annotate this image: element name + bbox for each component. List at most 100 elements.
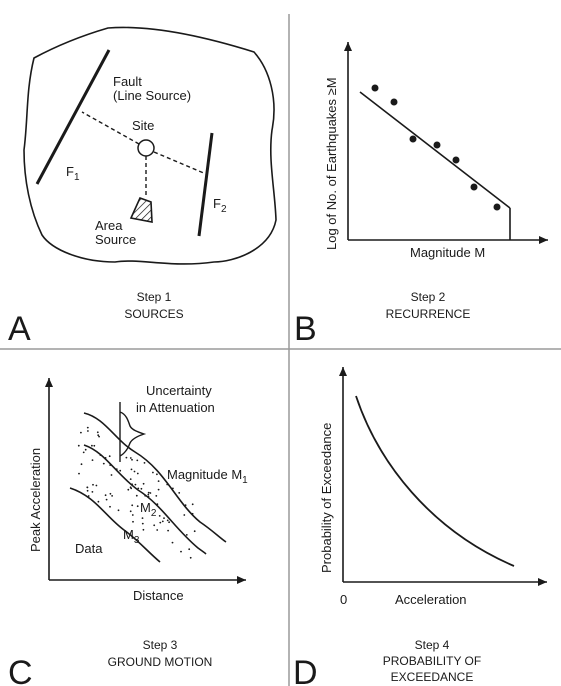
- c-scatter-dot: [86, 426, 89, 429]
- area-source-label-line2: Source: [95, 232, 136, 247]
- c-scatter-dot: [167, 529, 170, 532]
- b-data-point: [493, 203, 501, 211]
- c-scatter-dot: [185, 534, 188, 536]
- c-scatter-dot: [91, 491, 94, 493]
- c-m3-label: M3: [123, 527, 140, 546]
- panel-b-title: RECURRENCE: [386, 307, 471, 321]
- panel-d-title-line2: EXCEEDANCE: [391, 670, 474, 684]
- c-scatter-dot: [77, 444, 80, 447]
- c-scatter-dot: [147, 491, 150, 494]
- c-scatter-dot: [127, 488, 130, 491]
- c-scatter-dot: [193, 530, 196, 533]
- panel-c-ground-motion: Uncertainty in Attenuation Magnitude M1 …: [8, 378, 248, 686]
- c-scatter-dot: [183, 514, 186, 516]
- c-scatter-dot: [132, 520, 134, 523]
- panel-a-step: Step 1: [137, 290, 172, 304]
- c-scatter-dot: [110, 474, 113, 476]
- c-attenuation-curve-m1: [83, 412, 227, 543]
- area-source-label-line1: Area: [95, 218, 123, 233]
- c-scatter-dot: [87, 495, 90, 497]
- c-scatter-dot: [86, 489, 89, 492]
- c-scatter-dot: [137, 487, 140, 490]
- c-scatter-dot: [191, 512, 194, 515]
- c-scatter-dot: [80, 431, 82, 434]
- c-scatter-dot: [130, 468, 133, 471]
- c-scatter-dot: [189, 556, 192, 559]
- c-scatter-dot: [157, 488, 160, 491]
- c-scatter-dot: [141, 517, 144, 519]
- c-scatter-dot: [131, 458, 133, 461]
- c-scatter-dot: [180, 550, 182, 553]
- c-scatter-dot: [161, 520, 164, 523]
- c-scatter-dot: [129, 478, 132, 480]
- c-scatter-dot: [157, 480, 160, 482]
- c-scatter-dot: [155, 495, 158, 497]
- c-scatter-dot: [172, 487, 174, 490]
- c-scatter-dot: [104, 457, 107, 459]
- c-scatter-dot: [147, 495, 150, 498]
- c-scatter-dot: [95, 484, 98, 487]
- c-scatter-dot: [104, 494, 107, 497]
- d-x-label: Acceleration: [395, 592, 467, 607]
- panel-b-letter: B: [294, 310, 317, 348]
- c-attenuation-curve-m2: [83, 444, 207, 555]
- b-data-point: [409, 135, 417, 143]
- c-scatter-dot: [84, 448, 87, 451]
- c-scatter-dot: [109, 505, 111, 508]
- fault-label-line1: Fault: [113, 74, 142, 89]
- c-scatter-dot: [109, 464, 112, 466]
- c-scatter-dot: [131, 504, 134, 507]
- c-scatter-dot: [141, 522, 144, 525]
- area-source-shape: [129, 196, 153, 223]
- c-scatter-dot: [125, 456, 128, 459]
- c-scatter-dot: [166, 519, 169, 522]
- c-uncertainty-label-line1: Uncertainty: [146, 383, 212, 398]
- c-scatter-dot: [96, 431, 99, 434]
- c-scatter-dot: [149, 492, 152, 494]
- site-marker: [137, 139, 155, 157]
- c-scatter-dot: [91, 459, 94, 461]
- b-data-point: [371, 84, 379, 92]
- panel-b-recurrence: Log of No. of Earthquakes ≥M Magnitude M…: [294, 42, 548, 348]
- c-scatter-dot: [163, 517, 165, 519]
- c-scatter-dot: [140, 487, 143, 490]
- c-m2-label: M2: [140, 500, 157, 519]
- c-scatter-dot: [82, 451, 85, 454]
- c-scatter-dot: [86, 486, 89, 489]
- c-scatter-dot: [156, 503, 159, 506]
- c-scatter-dot: [156, 529, 159, 531]
- c-scatter-dot: [152, 471, 154, 474]
- c-scatter-dot: [97, 434, 100, 437]
- c-scatter-dot: [108, 455, 111, 458]
- fault-f2-label: F2: [213, 196, 227, 215]
- panel-d-exceedance: 0 Acceleration Probability of Exceedance…: [293, 367, 547, 686]
- panel-d-letter: D: [293, 654, 318, 686]
- panel-d-step: Step 4: [415, 638, 450, 652]
- c-scatter-dot: [119, 469, 122, 472]
- b-y-label: Log of No. of Earthquakes ≥M: [324, 77, 339, 250]
- c-data-scatter: [77, 426, 196, 559]
- c-scatter-dot: [171, 541, 174, 544]
- c-scatter-dot: [134, 483, 137, 486]
- c-uncertainty-distribution: [119, 402, 147, 462]
- panel-a-sources: Fault (Line Source) Site F1 F2 Area Sour…: [8, 26, 277, 348]
- panel-a-letter: A: [8, 310, 31, 348]
- source-region-outline: [23, 26, 277, 265]
- b-data-point: [433, 141, 441, 149]
- c-scatter-dot: [135, 494, 138, 497]
- panel-b-step: Step 2: [411, 290, 446, 304]
- c-scatter-dot: [109, 492, 112, 495]
- c-scatter-dot: [159, 521, 162, 524]
- c-scatter-dot: [97, 500, 100, 503]
- d-hazard-curve: [355, 395, 515, 567]
- c-scatter-dot: [117, 509, 120, 512]
- c-scatter-dot: [142, 482, 145, 485]
- c-scatter-dot: [136, 505, 139, 508]
- c-scatter-dot: [87, 430, 89, 432]
- c-scatter-dot: [93, 444, 96, 447]
- c-scatter-dot: [136, 459, 139, 462]
- c-scatter-dot: [80, 463, 83, 466]
- c-scatter-dot: [131, 514, 134, 516]
- c-scatter-dot: [91, 444, 93, 447]
